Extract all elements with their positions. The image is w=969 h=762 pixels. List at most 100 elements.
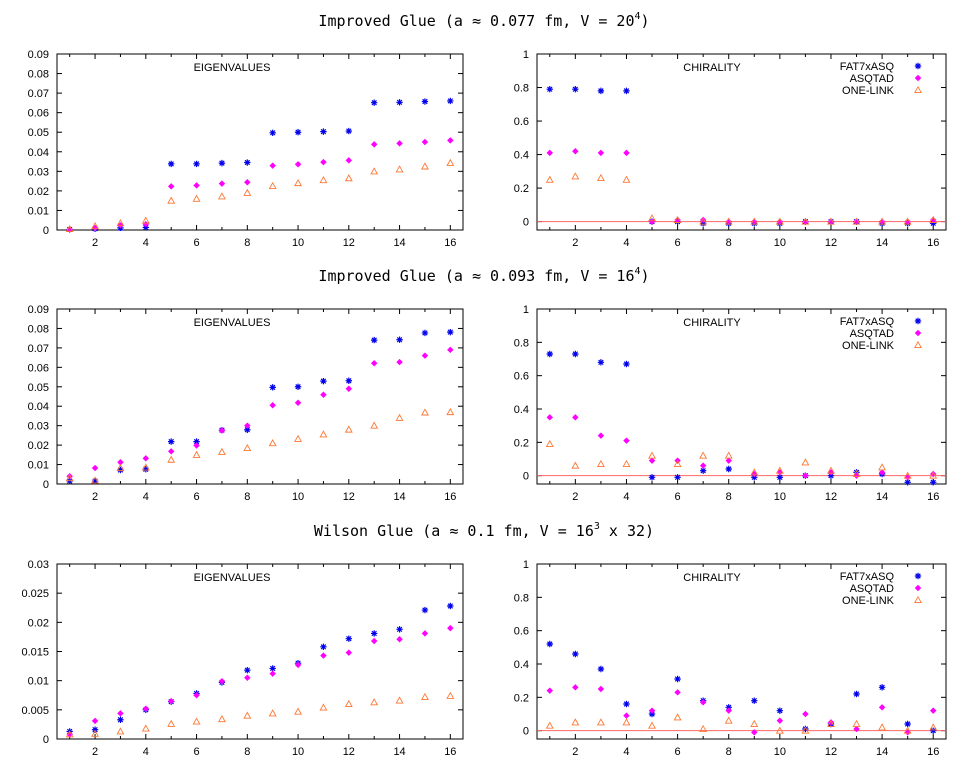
legend-label: ONE-LINK: [842, 85, 895, 97]
data-point: [116, 463, 125, 472]
data-point: [294, 707, 303, 715]
x-tick-label: 6: [194, 746, 200, 758]
x-tick-label: 16: [927, 746, 939, 758]
data-point: [345, 377, 353, 384]
y-tick-label: 0.6: [514, 116, 529, 128]
data-point: [750, 468, 759, 476]
data-point: [192, 450, 201, 458]
data-point: [648, 721, 656, 729]
panel-title: EIGENVALUES: [194, 62, 271, 74]
series-asqtad: [546, 684, 937, 736]
x-tick-label: 14: [393, 746, 405, 758]
data-point: [370, 421, 379, 429]
x-tick-label: 14: [393, 237, 405, 249]
y-tick-label: 1: [523, 304, 529, 316]
data-point: [395, 413, 404, 421]
series-one-link: [545, 713, 938, 734]
y-tick-label: 0.08: [28, 69, 49, 81]
x-tick-label: 6: [675, 237, 681, 249]
series-fat7xasq: [546, 640, 937, 734]
data-point: [320, 643, 327, 651]
data-point: [572, 650, 579, 658]
data-point: [91, 717, 99, 725]
series-asqtad: [66, 346, 454, 480]
data-point: [699, 467, 707, 474]
data-point: [853, 690, 860, 698]
data-point: [622, 459, 631, 468]
data-point: [395, 165, 404, 173]
data-point: [929, 707, 937, 714]
x-tick-label: 4: [623, 491, 629, 503]
data-point: [344, 699, 353, 708]
data-point: [65, 224, 74, 233]
x-tick-label: 10: [292, 746, 304, 758]
data-point: [345, 649, 353, 656]
data-point: [167, 160, 175, 168]
data-point: [673, 215, 682, 223]
data-point: [801, 458, 810, 466]
data-point: [370, 630, 378, 637]
data-point: [420, 162, 429, 170]
legend-marker: [914, 340, 922, 349]
data-point: [91, 221, 100, 230]
x-tick-label: 16: [444, 491, 456, 503]
data-point: [725, 707, 732, 714]
y-tick-label: 0.6: [514, 371, 529, 383]
data-point: [571, 172, 580, 180]
data-point: [545, 439, 554, 448]
data-point: [545, 721, 554, 729]
data-point: [852, 719, 861, 728]
data-point: [421, 329, 429, 337]
data-point: [65, 730, 74, 738]
x-tick-label: 8: [726, 746, 732, 758]
data-point: [596, 718, 605, 726]
data-point: [345, 127, 353, 135]
data-point: [217, 715, 226, 723]
y-tick-label: 0.01: [28, 676, 49, 688]
data-point: [116, 727, 125, 735]
x-tick-label: 8: [244, 491, 250, 503]
x-tick-label: 4: [623, 746, 629, 758]
x-tick-label: 2: [572, 237, 578, 249]
data-point: [395, 696, 404, 704]
data-point: [725, 465, 732, 473]
series-one-link: [545, 172, 938, 225]
x-tick-label: 16: [927, 237, 939, 249]
legend-marker: [914, 572, 922, 580]
x-tick-label: 12: [825, 746, 837, 758]
data-point: [878, 217, 887, 225]
data-point: [65, 474, 74, 482]
data-point: [345, 635, 353, 642]
data-point: [724, 451, 733, 459]
legend-marker: [914, 74, 922, 82]
y-tick-label: 0.05: [28, 382, 49, 394]
data-point: [930, 479, 937, 486]
data-point: [370, 167, 379, 175]
x-tick-label: 14: [393, 491, 405, 503]
data-point: [167, 438, 175, 445]
data-point: [623, 360, 630, 368]
data-point: [546, 350, 553, 358]
y-tick-label: 0.07: [28, 88, 49, 100]
y-tick-label: 0.04: [28, 147, 49, 159]
x-tick-label: 2: [572, 746, 578, 758]
data-point: [572, 414, 579, 421]
data-point: [571, 461, 580, 469]
data-point: [903, 726, 912, 734]
x-tick-label: 16: [444, 746, 456, 758]
chart-5: 0 0.005 0.01 0.015 0.02 0.025 0.03 2 4 6 8 10 12 14 16…: [21, 559, 464, 758]
series-asqtad: [546, 147, 937, 225]
x-tick-label: 8: [726, 491, 732, 503]
data-point: [572, 684, 579, 691]
data-point: [167, 448, 175, 455]
data-point: [319, 703, 328, 711]
data-point: [447, 602, 454, 610]
data-point: [929, 215, 938, 223]
series-one-link: [545, 439, 938, 479]
data-point: [751, 474, 758, 481]
data-point: [775, 217, 784, 225]
data-point: [243, 711, 252, 719]
data-point: [596, 173, 605, 182]
data-point: [396, 99, 403, 106]
